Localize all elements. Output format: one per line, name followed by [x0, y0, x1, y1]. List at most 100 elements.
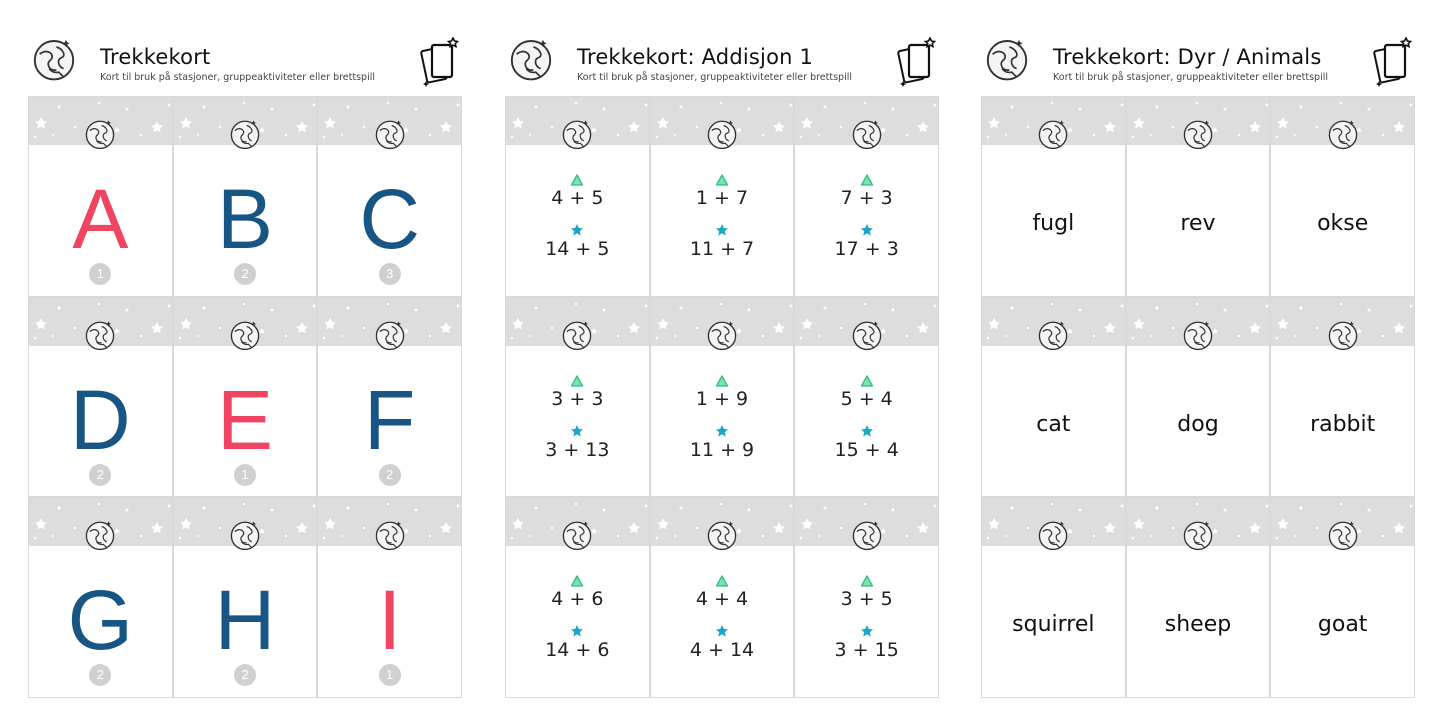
sheet-subtitle: Kort til bruk på stasjoner, gruppeaktivi…: [100, 72, 375, 83]
globe-logo-icon: [83, 318, 117, 352]
hard-expression: 11 + 9: [689, 438, 755, 461]
star-icon: [860, 625, 873, 637]
card-word: dog: [1177, 411, 1219, 437]
triangle-icon: [571, 375, 584, 387]
card: 3 + 5 3 + 15: [794, 497, 939, 698]
card-stack-icon: [1373, 37, 1413, 87]
card-word: okse: [1317, 211, 1369, 236]
hard-expression: 14 + 5: [545, 238, 610, 260]
card: sheep: [1125, 497, 1271, 698]
card-word: fugl: [1032, 211, 1075, 236]
level-badge: 2: [378, 463, 401, 486]
globe-logo-icon: [850, 117, 884, 151]
hard-expression: 17 + 3: [834, 238, 899, 260]
card-letter: H: [214, 573, 276, 668]
easy-expression: 1 + 9: [695, 387, 749, 410]
easy-expression: 4 + 5: [551, 187, 604, 209]
globe-logo-icon: [560, 318, 594, 352]
card: rabbit: [1270, 296, 1415, 498]
sheet-header: Trekkekort Kort til bruk på stasjoner, g…: [28, 28, 462, 96]
level-badge: 1: [378, 664, 401, 687]
globe-logo-icon: [373, 318, 407, 352]
sheet-header: Trekkekort: Dyr / Animals Kort til bruk …: [981, 28, 1415, 96]
card: 3 + 3 3 + 13: [505, 296, 650, 498]
card: squirrel: [981, 497, 1126, 698]
card-word: squirrel: [1012, 612, 1095, 638]
triangle-icon: [571, 174, 584, 186]
sheet-title: Trekkekort: Dyr / Animals: [1053, 45, 1322, 69]
card-word: sheep: [1164, 612, 1232, 638]
easy-expression: 1 + 7: [695, 187, 749, 209]
hard-expression: 11 + 7: [689, 238, 755, 260]
star-icon: [571, 224, 584, 236]
globe-logo-icon: [373, 117, 407, 151]
card: 4 + 4 4 + 14: [649, 497, 795, 698]
globe-logo-icon: [705, 318, 739, 352]
globe-logo-icon: [1036, 518, 1070, 552]
card-letter: B: [216, 172, 273, 266]
card-letter: G: [67, 573, 133, 668]
sheet-title: Trekkekort: Addisjon 1: [577, 45, 814, 69]
triangle-icon: [571, 575, 584, 587]
hard-expression: 15 + 4: [834, 438, 899, 461]
card-stack-icon: [420, 37, 460, 87]
globe-logo-icon: [1326, 518, 1360, 552]
card: 5 + 4 15 + 4: [794, 296, 939, 498]
level-badge: 2: [233, 263, 256, 285]
triangle-icon: [715, 375, 729, 387]
globe-logo-icon: [1326, 117, 1360, 151]
easy-expression: 5 + 4: [840, 387, 893, 410]
hard-expression: 4 + 14: [689, 639, 755, 662]
sheet-letters: Trekkekort Kort til bruk på stasjoner, g…: [28, 28, 462, 698]
star-icon: [715, 625, 728, 637]
card-letter: E: [216, 372, 273, 467]
globe-logo-icon: [850, 518, 884, 552]
easy-expression: 4 + 6: [551, 588, 604, 611]
globe-logo-icon: [83, 117, 117, 151]
card-word: cat: [1036, 411, 1071, 437]
sheet-subtitle: Kort til bruk på stasjoner, gruppeaktivi…: [1053, 72, 1328, 83]
card: 7 + 3 17 + 3: [794, 96, 939, 297]
globe-logo-icon: [705, 117, 739, 151]
card: dog: [1125, 296, 1271, 498]
easy-expression: 4 + 4: [695, 588, 749, 611]
globe-logo-icon: [1181, 518, 1215, 552]
globe-logo-icon: [1036, 117, 1070, 151]
triangle-icon: [860, 575, 873, 587]
hard-expression: 3 + 15: [834, 639, 899, 662]
card: 4 + 6 14 + 6: [505, 497, 650, 698]
star-icon: [860, 224, 873, 236]
globe-logo-icon: [1036, 318, 1070, 352]
globe-logo-icon: [1326, 318, 1360, 352]
triangle-icon: [860, 375, 873, 387]
card-letter: I: [377, 573, 402, 668]
sheet-animals: Trekkekort: Dyr / Animals Kort til bruk …: [981, 28, 1415, 698]
globe-logo-icon: [1181, 318, 1215, 352]
star-icon: [571, 625, 584, 637]
triangle-icon: [860, 174, 873, 186]
level-badge: 1: [233, 463, 256, 486]
card-letter: A: [72, 172, 129, 266]
hard-expression: 3 + 13: [545, 438, 610, 461]
card-letter: D: [69, 372, 131, 467]
hard-expression: 14 + 6: [545, 639, 610, 662]
card: 1 + 7 11 + 7: [649, 96, 795, 297]
globe-logo-icon: [850, 318, 884, 352]
card: cat: [981, 296, 1126, 498]
star-icon: [571, 424, 584, 437]
globe-logo-icon: [30, 35, 78, 83]
star-icon: [860, 424, 873, 437]
globe-logo-icon: [560, 117, 594, 151]
level-badge: 3: [378, 263, 401, 285]
globe-logo-icon: [373, 518, 407, 552]
triangle-icon: [715, 575, 729, 587]
card: goat: [1270, 497, 1415, 698]
